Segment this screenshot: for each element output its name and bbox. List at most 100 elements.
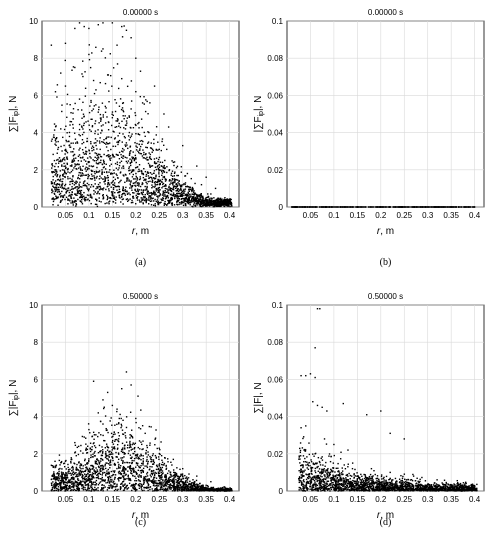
data-point (107, 480, 109, 482)
data-point (109, 450, 111, 453)
data-point (132, 184, 134, 187)
y-tick-label: 2 (34, 450, 39, 459)
data-point (156, 201, 159, 204)
data-point (112, 443, 115, 445)
data-point (222, 200, 224, 202)
data-point (132, 484, 134, 486)
data-point (215, 490, 218, 492)
data-point (229, 202, 231, 204)
data-point (225, 204, 227, 207)
data-point (128, 482, 131, 485)
data-point (199, 485, 202, 488)
data-point (79, 172, 82, 174)
data-point (99, 188, 101, 191)
data-point (193, 489, 195, 492)
data-point (113, 471, 116, 473)
data-point (123, 118, 125, 120)
data-point (149, 444, 151, 446)
data-point (168, 201, 170, 203)
data-point (64, 490, 66, 492)
data-point (76, 485, 78, 488)
data-point (178, 190, 180, 193)
data-point (467, 206, 470, 208)
data-point (165, 478, 168, 481)
data-point (56, 173, 59, 176)
data-point (186, 200, 189, 203)
data-point (148, 203, 150, 205)
data-point (446, 206, 448, 208)
data-point (170, 197, 173, 199)
data-point (138, 440, 141, 442)
data-point (125, 160, 128, 163)
data-point (184, 199, 186, 201)
data-point (105, 427, 107, 430)
data-point (155, 134, 157, 136)
data-point (224, 200, 227, 203)
data-point (105, 443, 108, 445)
data-point (111, 475, 113, 477)
data-point (80, 194, 82, 197)
data-point (62, 188, 65, 190)
data-point (150, 426, 152, 428)
data-point (85, 170, 87, 172)
y-tick-label: 0.08 (267, 54, 283, 63)
data-point (59, 479, 62, 482)
data-point (54, 139, 57, 142)
data-point (137, 479, 140, 481)
data-point (95, 142, 97, 144)
data-point (77, 109, 79, 111)
data-point (217, 200, 220, 202)
data-point (124, 115, 126, 117)
data-point (166, 482, 168, 485)
data-point (171, 179, 174, 181)
data-point (184, 194, 187, 196)
data-point (451, 206, 453, 208)
data-point (168, 477, 170, 480)
data-point (138, 189, 140, 191)
data-point (120, 153, 122, 156)
data-point (55, 186, 57, 188)
data-point (53, 181, 56, 184)
data-point (105, 474, 107, 477)
data-point (148, 194, 150, 197)
data-point (72, 123, 74, 126)
x-tick-label: 0.25 (396, 211, 412, 220)
data-point (97, 435, 99, 438)
data-point (160, 484, 162, 486)
data-point (128, 131, 131, 134)
data-point (122, 460, 124, 462)
data-point (159, 476, 162, 478)
data-point (91, 478, 93, 480)
data-point (122, 186, 124, 188)
data-point (113, 486, 115, 488)
data-point (133, 488, 135, 490)
data-point (125, 473, 127, 476)
data-point (122, 484, 124, 486)
data-point (154, 454, 157, 457)
data-point (150, 200, 153, 202)
data-point (136, 453, 139, 455)
data-point (72, 127, 74, 129)
data-point (61, 165, 63, 167)
data-point (145, 199, 148, 201)
data-point (68, 486, 71, 489)
data-point (143, 476, 145, 478)
data-point (176, 204, 179, 206)
data-point (151, 193, 153, 196)
data-point (200, 205, 203, 208)
data-point (129, 146, 131, 148)
data-point (186, 200, 189, 202)
data-point (189, 480, 191, 483)
data-point (87, 472, 89, 475)
data-point (117, 440, 119, 442)
data-point (162, 472, 164, 474)
data-point (114, 199, 117, 201)
data-point (178, 478, 180, 480)
data-point (112, 474, 114, 476)
data-point (195, 197, 198, 199)
data-point (81, 435, 84, 438)
data-point (64, 489, 67, 491)
data-point (71, 480, 73, 483)
data-point (143, 199, 146, 202)
data-point (97, 157, 100, 159)
